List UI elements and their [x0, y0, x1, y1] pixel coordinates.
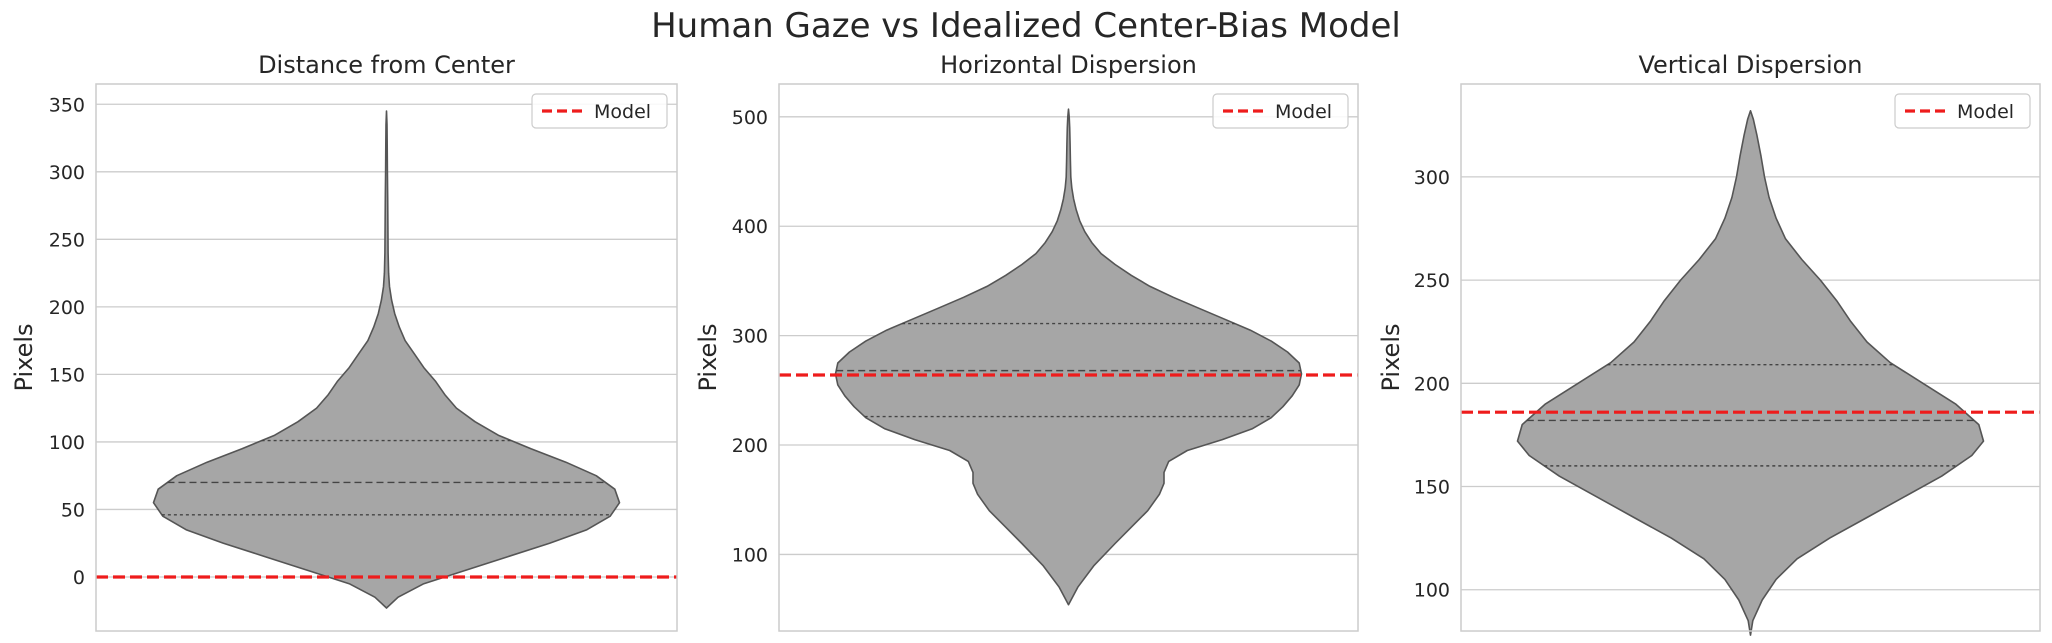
panel-1: 0 50 100 150 200 250 300 350 Distance from Cente… [10, 51, 678, 632]
legend-label-model: Model [594, 101, 651, 123]
y-tick-label: 350 [49, 94, 85, 116]
violin-body [152, 110, 621, 609]
legend-box [1212, 93, 1349, 129]
y-tick-label: 250 [1414, 270, 1450, 292]
axes-frame [778, 83, 1359, 632]
legend-label-model: Model [1957, 101, 2014, 123]
panel-title: Vertical Dispersion [1638, 51, 1862, 79]
panel-3: 100 150 200 250 300 Vertical Dispersion Pixels… [1377, 51, 2041, 636]
panel-2: 100 200 300 400 500 Horizontal Dispersion Pixe… [694, 51, 1359, 632]
legend: Model [1894, 93, 2031, 129]
axes-frame [1460, 83, 2041, 632]
legend: Model [531, 93, 668, 129]
legend-label-model: Model [1275, 101, 1332, 123]
y-tick-label: 200 [1414, 373, 1450, 395]
legend-box [531, 93, 668, 129]
y-axis-label: Pixels [10, 323, 38, 391]
y-axis-label: Pixels [1377, 323, 1405, 391]
y-tick-label: 100 [732, 544, 768, 566]
figure-suptitle: Human Gaze vs Idealized Center-Bias Mode… [651, 6, 1401, 46]
violin-body [1516, 110, 1985, 636]
y-tick-label: 50 [61, 499, 85, 521]
y-tick-label: 400 [732, 216, 768, 238]
y-axis-label: Pixels [694, 323, 722, 391]
y-tick-label: 300 [1414, 167, 1450, 189]
y-tick-label: 500 [732, 107, 768, 129]
panel-title: Distance from Center [258, 51, 515, 79]
y-tick-label: 300 [732, 326, 768, 348]
panel-title: Horizontal Dispersion [940, 51, 1197, 79]
axes-frame [95, 83, 678, 632]
y-tick-label: 150 [49, 364, 85, 386]
legend: Model [1212, 93, 1349, 129]
y-tick-label: 100 [49, 432, 85, 454]
y-tick-label: 200 [49, 297, 85, 319]
violin-body [834, 108, 1303, 606]
y-tick-label: 250 [49, 229, 85, 251]
y-tick-label: 100 [1414, 580, 1450, 602]
y-tick-label: 0 [73, 567, 85, 589]
y-tick-label: 150 [1414, 477, 1450, 499]
legend-box [1894, 93, 2031, 129]
y-tick-label: 200 [732, 435, 768, 457]
y-tick-label: 300 [49, 162, 85, 184]
